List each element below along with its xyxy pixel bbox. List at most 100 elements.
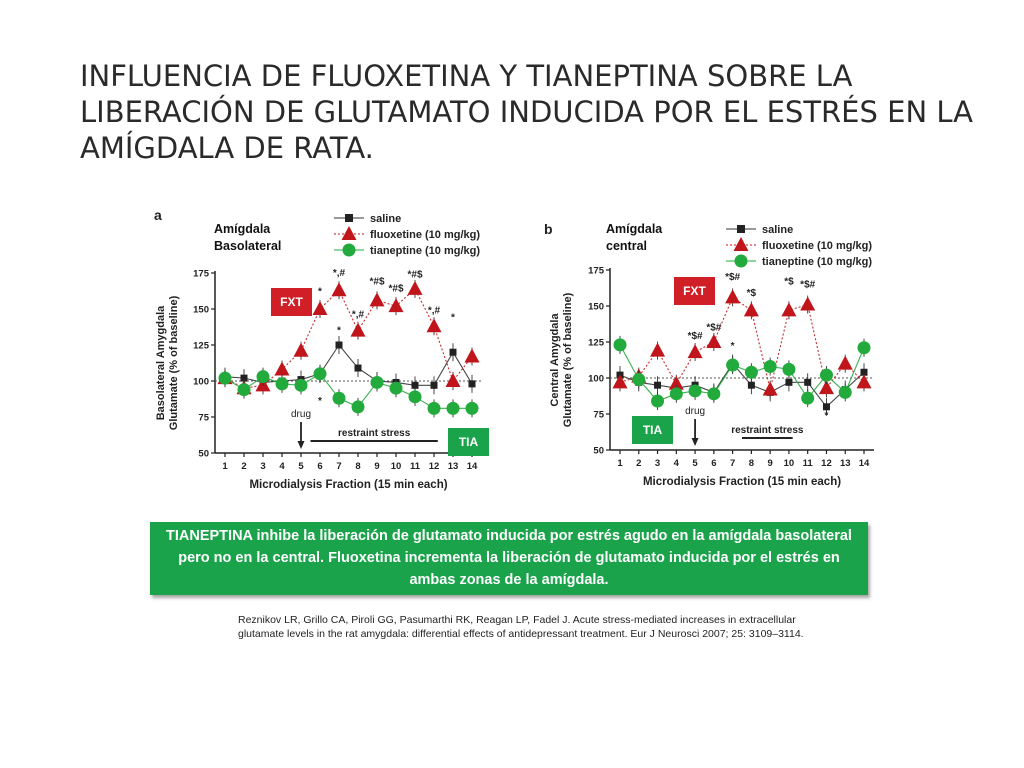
y-tick-label: 75 [198,413,209,424]
tia-badge: TIA [448,428,489,456]
saline-point [335,341,343,349]
saline-point [430,381,438,389]
stress-label: restraint stress [731,425,804,436]
fluoxetine-point [445,373,461,387]
legend-marker-tianeptine [342,243,356,257]
legend-marker-saline [737,225,745,233]
series-fluoxetine-line [224,287,473,389]
saline-point [411,381,419,389]
y-tick-label: 50 [593,446,604,457]
summary-box: TIANEPTINA inhibe la liberación de gluta… [150,522,868,595]
legend-label: tianeptine (10 mg/kg) [762,256,872,268]
fluoxetine-point [800,296,816,311]
legend-marker-fluoxetine [341,226,357,240]
tianeptine-point [669,387,683,401]
tianeptine-point [838,385,852,399]
stress-label: restraint stress [338,428,411,439]
x-axis-label: Microdialysis Fraction (15 min each) [643,476,841,488]
fxt-badge-label: FXT [280,295,303,309]
fluoxetine-point [331,282,347,297]
y-tick-label: 150 [588,302,604,313]
tianeptine-point [370,375,384,389]
drug-label: drug [291,409,311,420]
region-label: Basolateral [214,239,281,253]
tia-badge: TIA [632,416,673,444]
fluoxetine-point [837,355,853,370]
x-tick-label: 10 [784,458,795,469]
drug-arrow-head [297,441,305,449]
title-line: LIBERACIÓN DE GLUTAMATO INDUCIDA POR EL … [80,95,974,129]
tianeptine-point [389,381,403,395]
x-tick-label: 4 [279,461,285,472]
panel-letter: b [544,221,553,237]
saline-point [822,403,830,411]
tianeptine-point [313,367,327,381]
fluoxetine-point [856,374,872,389]
fluoxetine-point [293,342,309,357]
fluoxetine-point [668,375,684,390]
fluoxetine-point [274,361,290,376]
legend-marker-fluoxetine [733,237,749,251]
y-tick-label: 125 [193,341,210,352]
y-axis-label: Central Amygdala [549,313,561,407]
x-tick-label: 2 [636,458,641,469]
saline-point [785,378,793,386]
legend-label: fluoxetine (10 mg/kg) [762,240,872,252]
fluoxetine-point [369,292,385,307]
tianeptine-point [801,391,815,405]
fluoxetine-point [725,289,741,304]
x-tick-label: 14 [859,458,870,469]
saline-point [240,374,248,382]
x-tick-label: 3 [260,461,265,472]
title-line: AMÍGDALA DE RATA. [80,131,374,165]
page-title: INFLUENCIA DE FLUOXETINA Y TIANEPTINA SO… [80,58,980,166]
saline-point [860,368,868,376]
tianeptine-point [651,394,665,408]
legend-label: saline [370,213,401,225]
significance-label: *$# [688,331,703,342]
fxt-badge: FXT [674,277,715,305]
tianeptine-point [782,362,796,376]
x-tick-label: 13 [448,461,459,472]
tia-badge-bg [632,416,673,444]
x-tick-label: 12 [429,461,440,472]
fxt-badge: FXT [271,288,312,316]
fluoxetine-point [743,302,759,317]
tianeptine-point [446,401,460,415]
x-tick-label: 6 [317,461,322,472]
chart-central: 50 75 100 125 150 175 1 2 3 4 5 6 7 8 9 10 11 12 13 14 Micro… [540,200,890,505]
y-tick-label: 175 [193,269,210,280]
tianeptine-point [237,383,251,397]
x-tick-label: 7 [336,461,341,472]
fluoxetine-point [350,322,366,337]
fluoxetine-point [407,280,423,295]
significance-label: *$# [706,322,721,333]
significance-label: *,# [428,305,441,316]
legend-label: fluoxetine (10 mg/kg) [370,229,480,241]
tianeptine-point [427,401,441,415]
region-label: central [606,239,647,253]
x-tick-label: 1 [617,458,623,469]
x-tick-label: 9 [768,458,773,469]
x-tick-label: 1 [222,461,228,472]
legend-marker-tianeptine [734,254,748,268]
region-label: Amígdala [606,222,663,236]
x-tick-label: 6 [711,458,716,469]
fluoxetine-point [312,301,328,315]
tianeptine-point [857,341,871,355]
significance-label: * [451,313,455,324]
x-tick-label: 5 [692,458,698,469]
x-tick-label: 10 [391,461,402,472]
fluoxetine-point [706,334,722,348]
y-tick-label: 100 [193,377,209,388]
tianeptine-point [294,378,308,392]
x-tick-label: 11 [803,458,814,469]
tianeptine-point [613,338,627,352]
tianeptine-point [726,358,740,372]
fxt-badge-bg [674,277,715,305]
significance-label: *$# [725,272,740,283]
x-tick-label: 5 [298,461,304,472]
tia-badge-label: TIA [643,423,663,437]
y-tick-label: 175 [588,266,605,277]
